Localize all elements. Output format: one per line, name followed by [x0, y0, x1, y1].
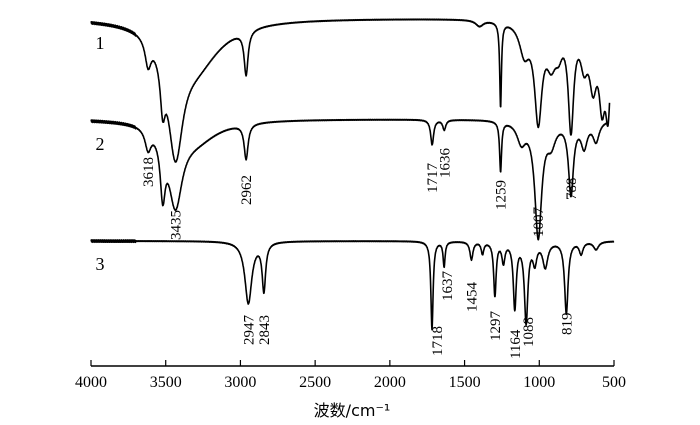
x-tick-label: 4000: [75, 374, 107, 391]
peak-label-2-788: 788: [564, 177, 580, 200]
peak-label-3-1297: 1297: [488, 311, 504, 341]
x-tick-label: 2500: [299, 374, 331, 391]
x-axis-title: 波数/cm⁻¹: [314, 401, 391, 420]
x-tick-label: 3500: [150, 374, 182, 391]
peak-label-3-2843: 2843: [257, 315, 273, 345]
series-label-3: 3: [96, 254, 105, 274]
peak-label-3-1088: 1088: [521, 317, 537, 347]
peak-label-3-1454: 1454: [464, 282, 480, 313]
peak-label-2-1259: 1259: [494, 180, 510, 210]
series-label-2: 2: [96, 134, 105, 154]
peak-label-2-3618: 3618: [141, 157, 157, 187]
peak-label-2-1636: 1636: [437, 148, 453, 179]
x-ticks: 4000 3500 3000 2500 2000 1500 1000 500: [75, 360, 626, 391]
peak-label-2-1717: 1717: [425, 163, 441, 194]
peak-label-3-1164: 1164: [508, 329, 524, 359]
spectrum-trace-2: [90, 118, 608, 241]
peak-label-3-1637: 1637: [440, 271, 456, 302]
x-tick-label: 1000: [523, 374, 555, 391]
x-tick-label: 500: [602, 374, 626, 391]
peak-label-2-2962: 2962: [239, 175, 255, 205]
peak-label-2-3435: 3435: [168, 210, 184, 240]
series-labels: 1 2 3: [96, 33, 105, 274]
series-label-1: 1: [96, 33, 105, 53]
peak-label-3-1718: 1718: [430, 326, 446, 356]
peak-label-3-819: 819: [559, 312, 575, 335]
x-axis: 4000 3500 3000 2500 2000 1500 1000 500 波数/cm⁻¹: [75, 360, 626, 420]
x-tick-label: 3000: [224, 374, 256, 391]
peak-label-2-1007: 1007: [531, 207, 547, 238]
x-tick-label: 2000: [374, 374, 406, 391]
spectrum-trace-1: [90, 18, 611, 163]
peak-label-3-2947: 2947: [241, 315, 257, 345]
spectrum-trace-3: [90, 239, 615, 331]
spectra-traces: [90, 18, 615, 331]
x-tick-label: 1500: [449, 374, 481, 391]
